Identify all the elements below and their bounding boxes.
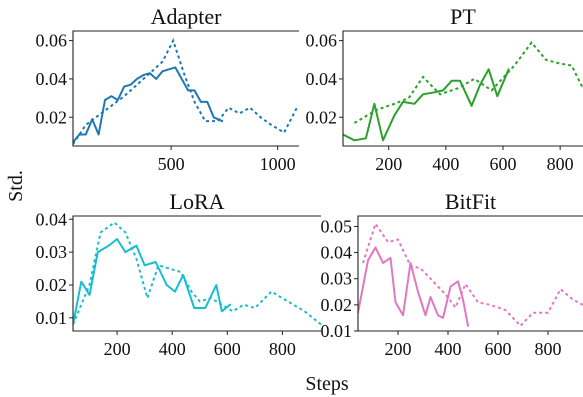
panel-title: Adapter bbox=[151, 4, 223, 29]
x-tick-label: 400 bbox=[432, 154, 459, 174]
series-line-solid bbox=[73, 238, 232, 326]
panel-bitfit: BitFit 0.01 0.02 0.03 0.04 0.05 200 400 600 800 bbox=[321, 189, 583, 359]
x-tick-label: 500 bbox=[158, 154, 185, 174]
x-tick-label: 200 bbox=[104, 339, 131, 359]
axes-frame bbox=[342, 30, 583, 147]
panel-title: PT bbox=[450, 4, 476, 29]
panel-lora: LoRA 0.01 0.02 0.03 0.04 200 400 600 800 bbox=[36, 189, 321, 359]
series-line-solid bbox=[73, 66, 224, 144]
panel-title: LoRA bbox=[170, 189, 225, 214]
y-tick-label: 0.03 bbox=[36, 242, 68, 262]
series-line-dotted bbox=[73, 37, 298, 145]
x-tick-label: 800 bbox=[535, 339, 562, 359]
panel-pt: PT 0.02 0.04 0.06 200 400 600 800 bbox=[306, 4, 583, 174]
x-tick-label: 600 bbox=[214, 339, 241, 359]
y-tick-label: 0.05 bbox=[321, 216, 353, 236]
axes-frame bbox=[72, 30, 299, 147]
axes-frame bbox=[357, 215, 583, 332]
x-tick-label: 400 bbox=[435, 339, 462, 359]
series-line-solid bbox=[343, 68, 510, 142]
y-tick-label: 0.06 bbox=[36, 31, 68, 51]
panel-title: BitFit bbox=[445, 189, 496, 214]
y-tick-label: 0.01 bbox=[321, 321, 353, 341]
y-tick-label: 0.02 bbox=[36, 275, 68, 295]
y-tick-label: 0.04 bbox=[321, 243, 353, 263]
series-line-dotted bbox=[73, 221, 321, 326]
x-tick-label: 200 bbox=[385, 339, 412, 359]
y-tick-label: 0.06 bbox=[306, 31, 338, 51]
y-tick-label: 0.03 bbox=[321, 269, 353, 289]
x-tick-label: 800 bbox=[269, 339, 296, 359]
x-tick-label: 400 bbox=[159, 339, 186, 359]
chart-panels: Adapter 0.02 0.04 0.06 500 1000 PT 0.02 0.04 0.06… bbox=[36, 4, 583, 359]
series-line-solid bbox=[358, 246, 469, 327]
y-tick-label: 0.04 bbox=[306, 69, 338, 89]
axes-frame bbox=[72, 215, 321, 332]
y-tick-label: 0.04 bbox=[36, 69, 68, 89]
x-tick-label: 800 bbox=[547, 154, 574, 174]
panel-adapter: Adapter 0.02 0.04 0.06 500 1000 bbox=[36, 4, 299, 174]
x-tick-label: 600 bbox=[490, 154, 517, 174]
y-axis-label: Std. bbox=[5, 170, 27, 202]
y-tick-label: 0.04 bbox=[36, 209, 68, 229]
y-tick-label: 0.02 bbox=[36, 107, 68, 127]
x-tick-label: 200 bbox=[375, 154, 402, 174]
x-tick-label: 600 bbox=[485, 339, 512, 359]
y-tick-label: 0.02 bbox=[306, 107, 338, 127]
series-line-dotted bbox=[362, 221, 583, 328]
series-line-dotted bbox=[353, 40, 583, 124]
y-tick-label: 0.01 bbox=[36, 308, 68, 328]
x-axis-label: Steps bbox=[305, 373, 349, 395]
x-tick-label: 1000 bbox=[260, 154, 296, 174]
y-tick-label: 0.02 bbox=[321, 295, 353, 315]
